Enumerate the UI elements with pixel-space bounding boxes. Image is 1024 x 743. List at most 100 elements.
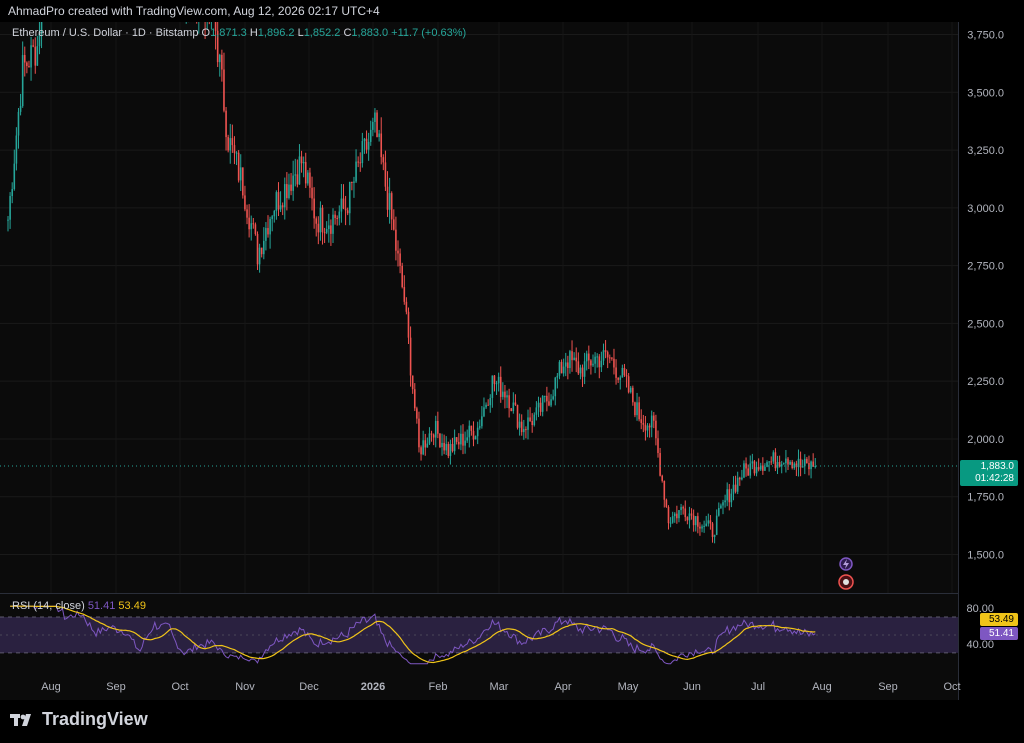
time-axis-label: Feb	[429, 681, 448, 693]
candle-body	[298, 156, 301, 185]
candle-body	[726, 489, 728, 501]
candle-body	[26, 62, 28, 66]
candle-body	[309, 172, 311, 188]
candle-body	[281, 205, 284, 208]
candle-body	[239, 167, 242, 181]
rsi-band-fill	[0, 616, 958, 653]
candle-body	[715, 515, 718, 535]
time-axis-label: 2026	[361, 681, 385, 693]
candle-body	[279, 205, 282, 210]
candle-body	[535, 407, 538, 415]
candle-body	[40, 22, 43, 34]
high-value: 1,896.2	[257, 27, 295, 39]
candle-body	[755, 467, 758, 474]
bar-countdown: 01:42:28	[975, 473, 1014, 484]
candle-body	[797, 458, 800, 468]
candle-body	[801, 466, 804, 468]
close-label: C	[343, 27, 352, 39]
candle-body	[759, 465, 762, 470]
candle-body	[470, 425, 473, 431]
candle-body	[441, 442, 443, 448]
candle-body	[640, 419, 643, 423]
time-axis-label: Aug	[41, 681, 61, 693]
price-pane[interactable]	[0, 22, 958, 593]
candle-body	[271, 216, 273, 219]
candle-body	[778, 462, 781, 467]
candle-body	[227, 137, 229, 151]
candle-body	[776, 462, 779, 469]
candle-body	[411, 375, 414, 390]
tradingview-logo-icon	[10, 713, 31, 726]
candle-body	[418, 418, 420, 448]
candle-body	[388, 193, 391, 210]
candle-body	[810, 461, 812, 470]
candle-body	[541, 396, 544, 412]
tradingview-logo[interactable]: TradingView	[10, 709, 148, 730]
candle-body	[407, 311, 410, 338]
candle-body	[476, 427, 479, 437]
candle-body	[244, 195, 246, 210]
candle-body	[653, 415, 655, 421]
candle-body	[692, 515, 695, 526]
candle-body	[403, 287, 406, 302]
candle-body	[502, 391, 504, 397]
candle-body	[495, 383, 498, 385]
candle-body	[409, 337, 412, 376]
symbol-legend: Ethereum / U.S. Dollar · 1D · Bitstamp O…	[12, 27, 466, 39]
candle-body	[23, 55, 26, 63]
chart-canvas[interactable]: 3,750.0 3,500.0 3,250.0 3,000.0 2,750.0 2,500…	[0, 22, 1024, 700]
candle-body	[617, 377, 619, 380]
candle-body	[619, 377, 622, 380]
price-axis-label: 3,000.0	[967, 203, 1004, 215]
time-axis-label: Apr	[554, 681, 571, 693]
candle-body	[780, 464, 783, 467]
candle-body	[629, 387, 632, 393]
candle-body	[416, 408, 418, 419]
candle-body	[491, 375, 494, 398]
candle-body	[401, 265, 403, 288]
candle-body	[711, 523, 714, 537]
rsi-label[interactable]: RSI (14, close)	[12, 600, 85, 612]
candle-body	[671, 516, 674, 523]
candle-body	[242, 167, 244, 196]
candle-body	[730, 493, 733, 503]
candle-body	[286, 184, 288, 199]
candle-body	[690, 513, 693, 516]
candle-body	[803, 458, 806, 467]
candle-body	[606, 352, 609, 358]
footer	[0, 700, 1024, 743]
candle-body	[774, 452, 777, 469]
candle-body	[638, 402, 640, 420]
candle-body	[676, 513, 678, 519]
change-value: +11.7 (+0.63%)	[391, 27, 467, 39]
candle-body	[317, 223, 320, 233]
candle-body	[663, 480, 666, 500]
candle-body	[449, 443, 452, 456]
candle-body	[359, 162, 362, 164]
price-axis-label: 3,750.0	[967, 30, 1004, 42]
candle-body	[334, 214, 336, 218]
candle-body	[493, 375, 496, 384]
candle-body	[506, 395, 508, 398]
candle-body	[260, 247, 263, 255]
candle-body	[462, 433, 464, 446]
symbol-name[interactable]: Ethereum / U.S. Dollar · 1D · Bitstamp	[12, 27, 199, 39]
candle-body	[405, 301, 408, 312]
candle-body	[434, 420, 437, 438]
candle-body	[569, 351, 571, 369]
candle-body	[596, 356, 598, 358]
candle-body	[395, 229, 397, 251]
candle-body	[378, 133, 380, 137]
candle-body	[791, 461, 793, 468]
candle-body	[489, 397, 492, 406]
candle-body	[556, 375, 559, 378]
candle-body	[581, 367, 584, 377]
candle-body	[485, 404, 487, 408]
candle-body	[621, 367, 624, 378]
candle-body	[447, 443, 450, 456]
candle-body	[510, 408, 513, 412]
low-label: L	[297, 27, 304, 39]
candle-body	[657, 438, 659, 454]
candle-body	[573, 357, 575, 361]
candle-body	[701, 526, 703, 529]
